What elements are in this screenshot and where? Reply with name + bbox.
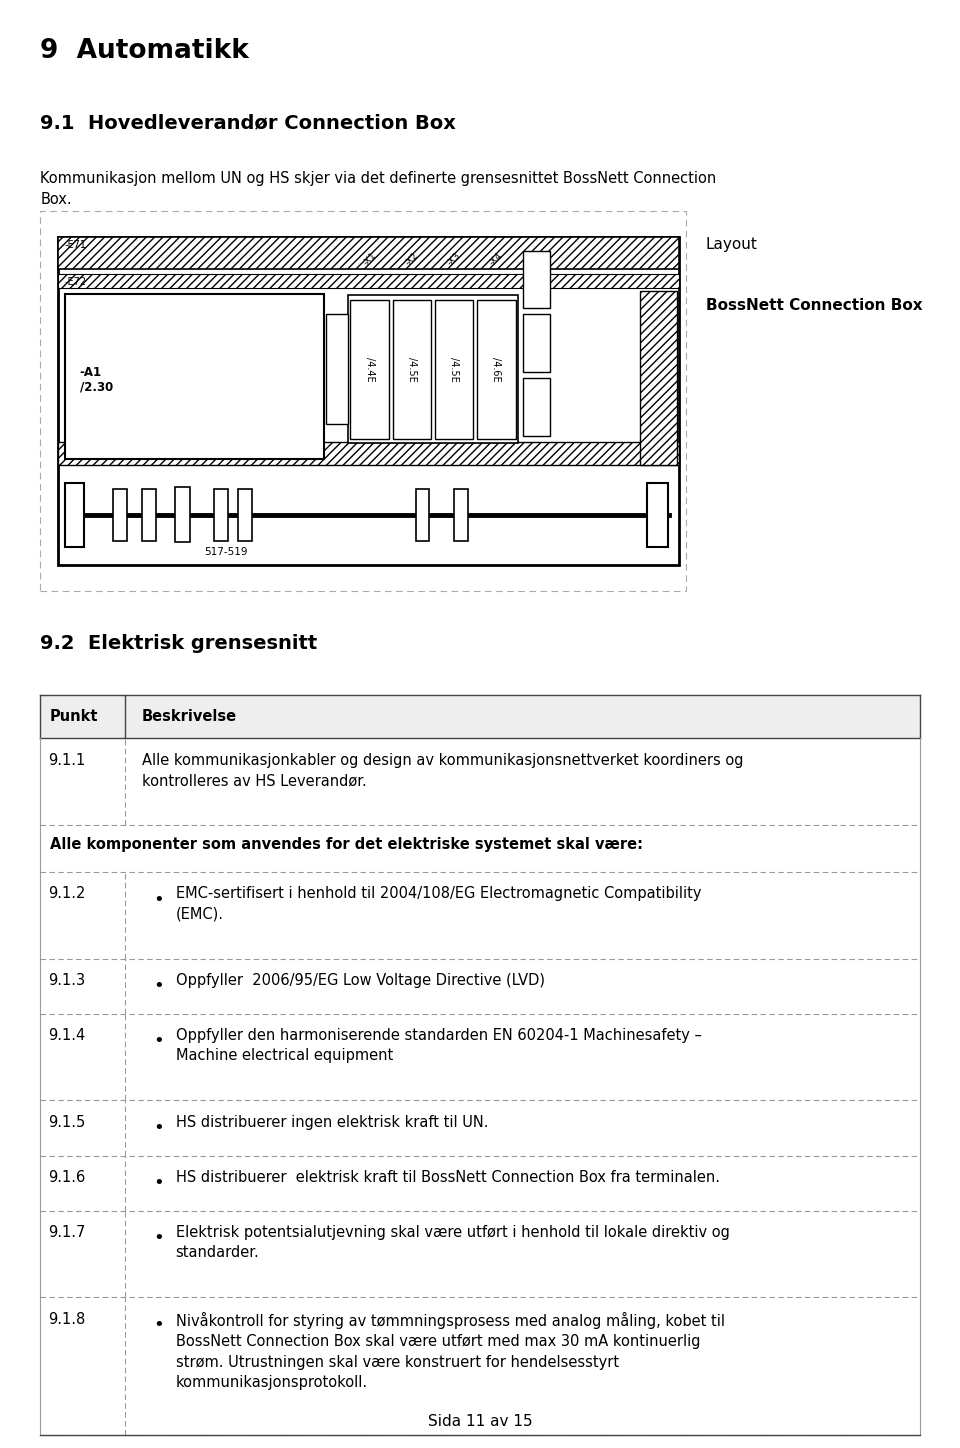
Text: 9.1.6: 9.1.6 [48,1170,85,1184]
Text: 501-511: 501-511 [91,458,135,468]
Bar [214,489,228,542]
Text: BossNett Connection Box: BossNett Connection Box [706,298,923,313]
Text: •: • [154,1316,164,1334]
Text: •: • [154,1174,164,1192]
Text: /4.6E: /4.6E [492,356,501,382]
Text: •: • [154,1119,164,1137]
Text: 9  Automatikk: 9 Automatikk [40,38,250,64]
Bar [142,489,156,542]
Text: •: • [154,1229,164,1247]
Text: 517-519: 517-519 [204,547,248,557]
Text: 601 - 615: 601 - 615 [412,458,462,468]
Text: HS distribuerer ingen elektrisk kraft til UN.: HS distribuerer ingen elektrisk kraft ti… [176,1115,489,1129]
Text: -X3: -X3 [445,251,463,268]
Text: -E72: -E72 [64,278,86,287]
Text: 9.1  Hovedleverandør Connection Box: 9.1 Hovedleverandør Connection Box [40,113,456,132]
Text: -A1
/2.30: -A1 /2.30 [80,366,113,394]
Text: /4.4E: /4.4E [365,356,374,382]
Text: Oppfyller den harmoniserende standarden EN 60204-1 Machinesafety –
Machine elect: Oppfyller den harmoniserende standarden … [176,1028,702,1063]
Bar [348,295,518,443]
Bar [416,489,429,542]
Bar [523,251,550,308]
Bar [58,274,679,288]
Text: /4.5E: /4.5E [407,356,417,382]
Bar [40,695,920,738]
Bar [523,314,550,372]
Bar [435,300,473,439]
Text: 9.1.4: 9.1.4 [48,1028,85,1043]
Bar [65,294,324,459]
Text: -X2: -X2 [403,252,420,268]
Text: Sida 11 av 15: Sida 11 av 15 [428,1415,532,1429]
Text: 9.1.7: 9.1.7 [48,1225,85,1239]
Bar [40,211,686,591]
Text: Alle kommunikasjonkabler og design av kommunikasjonsnettverket koordiners og
kon: Alle kommunikasjonkabler og design av ko… [142,753,744,788]
Text: -E71: -E71 [64,240,86,249]
Text: 9.1.8: 9.1.8 [48,1312,85,1326]
Text: Elektrisk potentsialutjevning skal være utført i henhold til lokale direktiv og
: Elektrisk potentsialutjevning skal være … [176,1225,730,1260]
Bar [523,378,550,436]
Bar [393,300,431,439]
Text: /4.5E: /4.5E [449,356,459,382]
Text: Beskrivelse: Beskrivelse [142,710,237,724]
Text: •: • [154,891,164,908]
Text: Nivåkontroll for styring av tømmningsprosess med analog måling, kobet til
BossNe: Nivåkontroll for styring av tømmningspro… [176,1312,725,1390]
Bar [350,300,389,439]
Bar [454,489,468,542]
Text: •: • [154,1032,164,1050]
Bar [65,484,84,547]
Text: 9.2  Elektrisk grensesnitt: 9.2 Elektrisk grensesnitt [40,634,318,653]
Text: Kommunikasjon mellom UN og HS skjer via det definerte grensesnittet BossNett Con: Kommunikasjon mellom UN og HS skjer via … [40,171,716,207]
Text: 9.1.1: 9.1.1 [48,753,85,767]
Bar [477,300,516,439]
Bar [640,291,677,465]
Text: Alle komponenter som anvendes for det elektriske systemet skal være:: Alle komponenter som anvendes for det el… [50,837,643,851]
Text: 9.1.5: 9.1.5 [48,1115,85,1129]
Bar [326,314,348,424]
Text: HS distribuerer  elektrisk kraft til BossNett Connection Box fra terminalen.: HS distribuerer elektrisk kraft til Boss… [176,1170,720,1184]
Text: 512-516: 512-516 [201,458,245,468]
Text: Layout: Layout [706,237,757,252]
Text: 9.1.2: 9.1.2 [48,886,85,901]
Bar [58,237,679,565]
Bar [58,237,679,269]
Bar [238,489,252,542]
Text: Punkt: Punkt [50,710,99,724]
Text: •: • [154,977,164,995]
Bar [175,488,190,543]
Text: -X1: -X1 [361,251,378,268]
Text: 9.1.3: 9.1.3 [48,973,85,988]
Text: EMC-sertifisert i henhold til 2004/108/EG Electromagnetic Compatibility
(EMC).: EMC-sertifisert i henhold til 2004/108/E… [176,886,701,921]
Text: -X4: -X4 [488,252,505,268]
Bar [113,489,127,542]
Bar [58,442,679,465]
Text: Oppfyller  2006/95/EG Low Voltage Directive (LVD): Oppfyller 2006/95/EG Low Voltage Directi… [176,973,544,988]
Bar [647,484,668,547]
